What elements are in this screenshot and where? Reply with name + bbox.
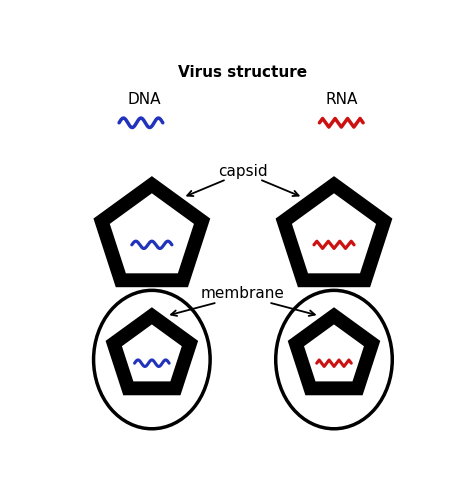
Polygon shape <box>114 316 190 388</box>
Polygon shape <box>284 184 384 280</box>
Polygon shape <box>296 316 372 388</box>
Text: Virus structure: Virus structure <box>178 64 308 80</box>
Text: capsid: capsid <box>218 164 268 180</box>
Text: DNA: DNA <box>128 92 161 107</box>
Ellipse shape <box>93 290 210 429</box>
Text: membrane: membrane <box>201 286 285 302</box>
Text: RNA: RNA <box>325 92 357 107</box>
Ellipse shape <box>276 290 392 429</box>
Polygon shape <box>101 184 202 280</box>
